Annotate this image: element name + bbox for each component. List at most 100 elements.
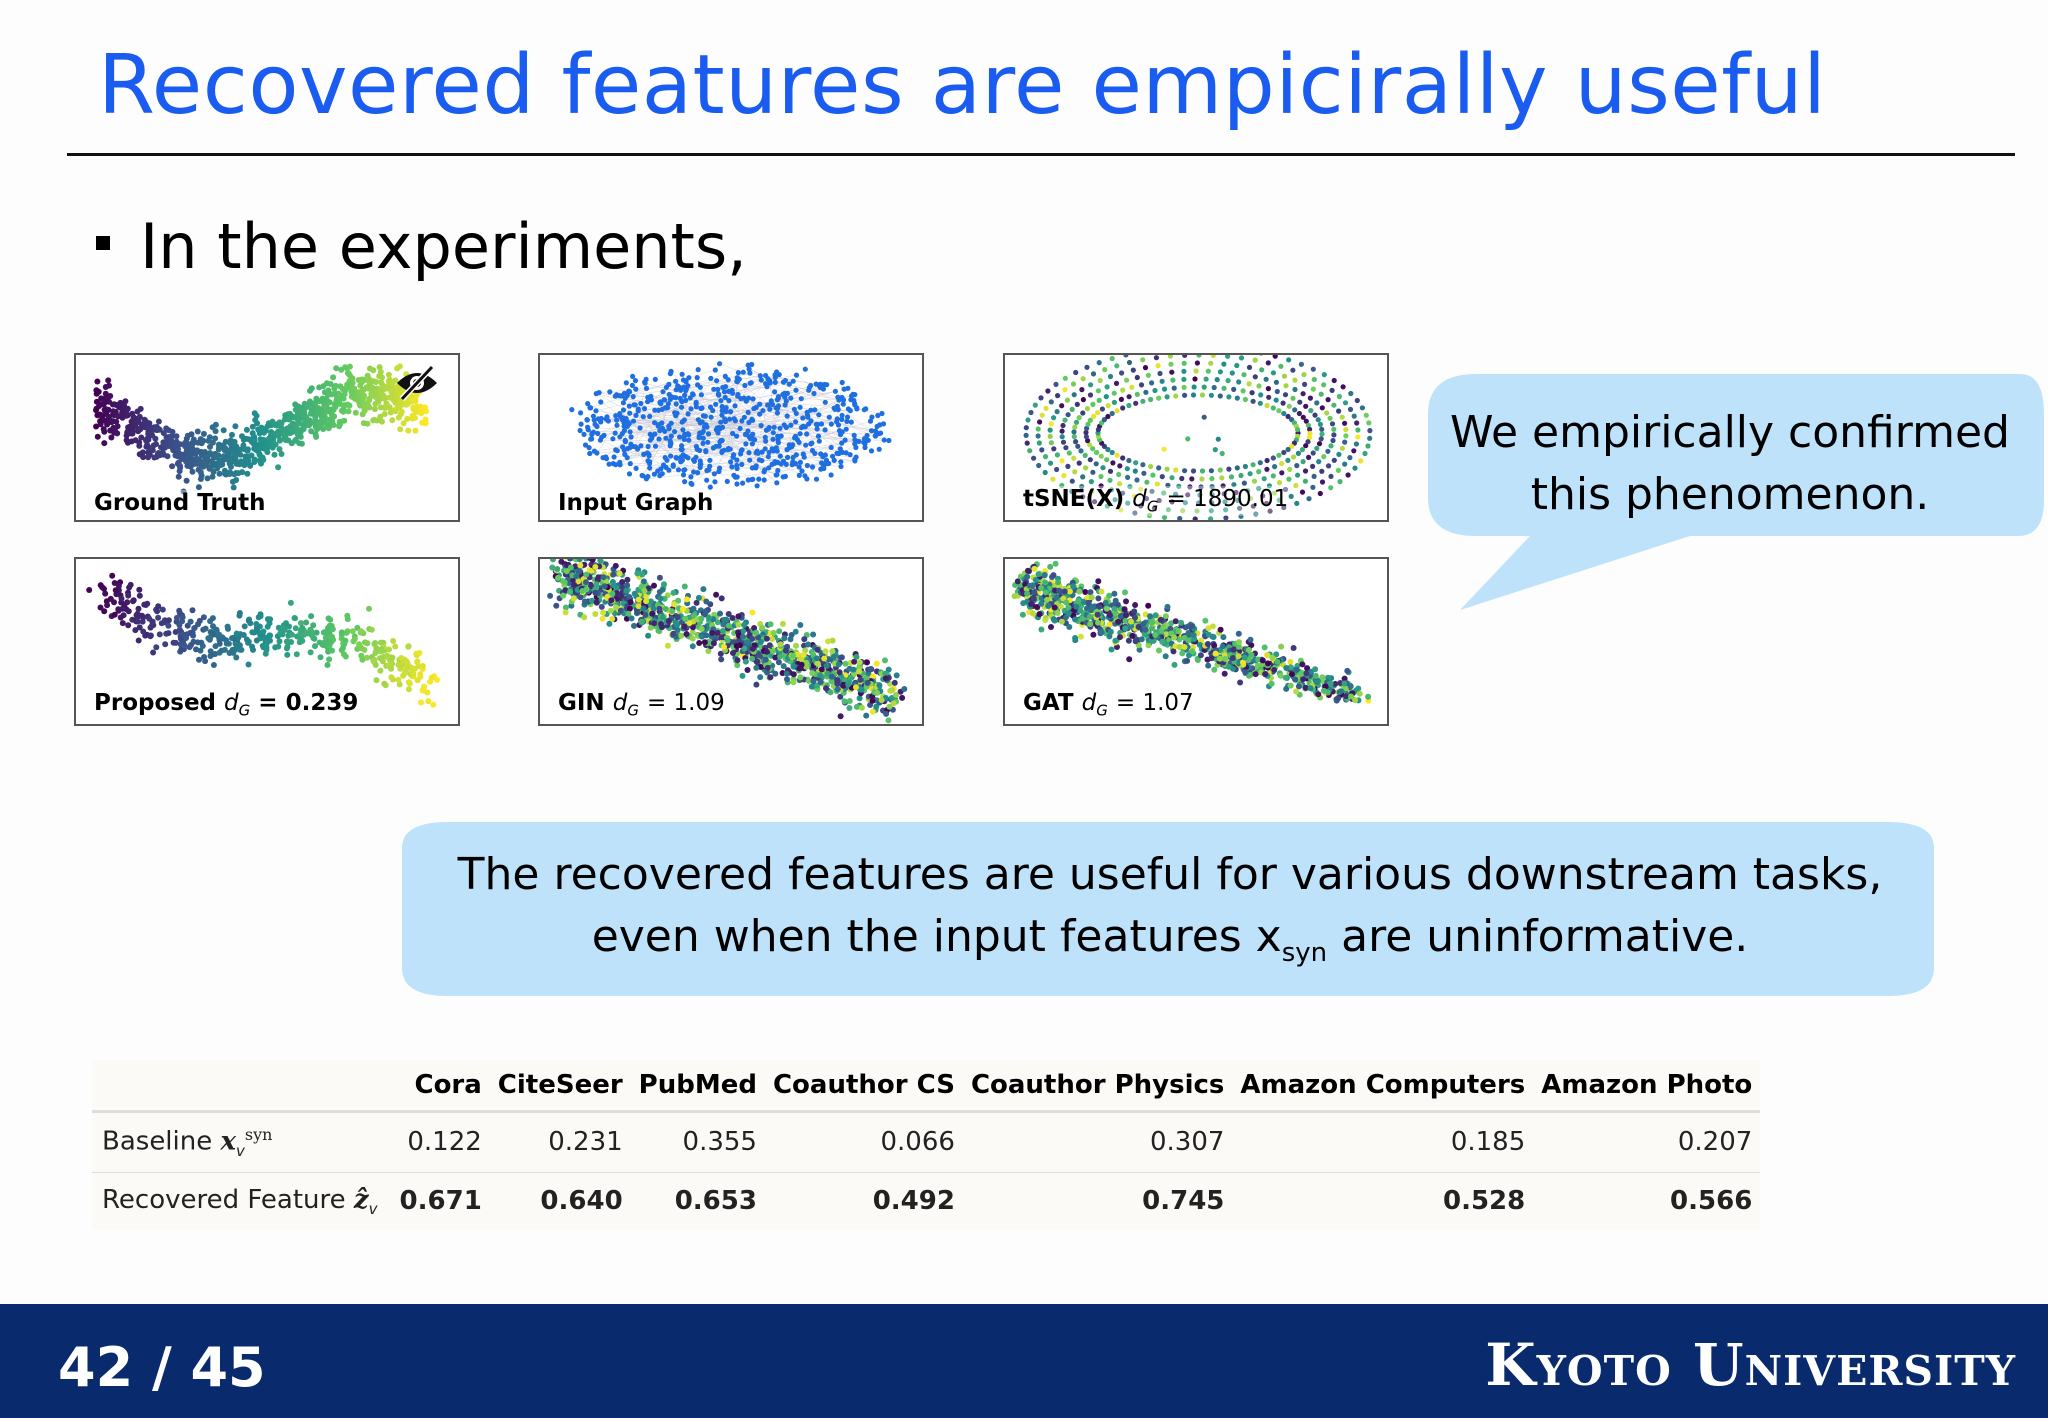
scatter-point <box>746 419 752 426</box>
scatter-point <box>1151 505 1158 511</box>
scatter-point <box>627 445 633 451</box>
scatter-point <box>669 608 676 615</box>
scatter-point <box>673 401 679 407</box>
scatter-point <box>1080 397 1086 403</box>
scatter-point <box>1294 463 1300 469</box>
scatter-point <box>136 624 143 631</box>
graph-edge <box>856 408 883 414</box>
scatter-point <box>1312 666 1319 673</box>
scatter-point <box>675 467 682 473</box>
scatter-point <box>1265 386 1271 392</box>
scatter-point <box>210 468 217 475</box>
scatter-point <box>1070 583 1077 590</box>
scatter-point <box>635 603 642 610</box>
scatter-point <box>705 439 711 445</box>
scatter-point <box>1084 406 1090 412</box>
scatter-point <box>893 672 900 679</box>
scatter-point <box>829 648 836 655</box>
scatter-point <box>1096 397 1102 403</box>
scatter-point <box>1171 385 1177 391</box>
scatter-point <box>1242 669 1249 676</box>
scatter-point <box>561 579 568 586</box>
scatter-point <box>647 624 654 631</box>
scatter-point <box>1201 414 1207 420</box>
scatter-point <box>622 437 628 443</box>
scatter-point <box>607 389 613 395</box>
scatter-point <box>796 472 802 478</box>
scatter-point <box>1156 497 1162 504</box>
scatter-point <box>746 450 752 456</box>
scatter-point <box>1038 600 1045 607</box>
scatter-point <box>673 378 679 384</box>
scatter-point <box>1272 355 1278 359</box>
scatter-point <box>1095 619 1101 626</box>
scatter-point <box>1075 443 1081 449</box>
scatter-point <box>1039 447 1045 453</box>
scatter-point <box>749 416 755 422</box>
scatter-point <box>766 465 772 471</box>
scatter-point <box>1031 565 1038 572</box>
scatter-point <box>613 590 620 596</box>
scatter-point <box>1122 589 1128 596</box>
scatter-point <box>156 631 163 638</box>
scatter-point <box>1148 463 1154 470</box>
scatter-point <box>1090 469 1096 475</box>
scatter-point <box>1219 643 1226 650</box>
scatter-point <box>748 380 754 386</box>
scatter-point <box>326 656 333 663</box>
scatter-point <box>750 396 756 402</box>
scatter-point <box>1204 641 1211 647</box>
scatter-point <box>719 412 725 418</box>
scatter-point <box>1353 441 1359 447</box>
scatter-point <box>1242 396 1248 403</box>
scatter-point <box>630 418 637 424</box>
scatter-point <box>1358 458 1364 464</box>
table-corner <box>92 1060 392 1113</box>
scatter-point <box>364 372 371 379</box>
scatter-point <box>1310 386 1316 392</box>
scatter-point <box>1335 695 1342 702</box>
scatter-point <box>1173 393 1179 399</box>
scatter-point <box>158 620 165 627</box>
scatter-point <box>1148 625 1155 632</box>
scatter-point <box>137 405 144 412</box>
scatter-point <box>172 629 179 635</box>
scatter-point <box>766 642 773 649</box>
scatter-point <box>1208 655 1215 662</box>
scatter-point <box>1112 637 1119 644</box>
scatter-point <box>603 416 609 422</box>
scatter-point <box>726 388 732 394</box>
scatter-point <box>893 692 899 698</box>
row-label: Baseline xvsyn <box>92 1111 392 1173</box>
scatter-point <box>851 397 857 404</box>
scatter-point <box>275 624 282 631</box>
scatter-point <box>846 698 853 704</box>
scatter-point <box>637 425 643 431</box>
scatter-point <box>1331 402 1337 408</box>
scatter-point <box>828 444 834 451</box>
scatter-point <box>1094 449 1100 456</box>
scatter-point <box>853 444 859 451</box>
scatter-point <box>659 614 666 621</box>
scatter-point <box>607 607 614 614</box>
scatter-point <box>809 440 815 446</box>
scatter-point <box>680 427 686 433</box>
scatter-point <box>656 605 663 612</box>
scatter-point <box>658 621 664 627</box>
scatter-point <box>1120 387 1126 393</box>
scatter-point <box>218 442 225 449</box>
scatter-point <box>1194 360 1200 366</box>
panel-label: GIN dG = 1.09 <box>558 690 725 720</box>
scatter-point <box>405 679 412 686</box>
scatter-point <box>341 391 348 398</box>
scatter-point <box>245 617 252 624</box>
scatter-point <box>129 616 136 623</box>
scatter-point <box>275 643 282 650</box>
scatter-point <box>1324 410 1330 416</box>
scatter-point <box>1347 683 1354 690</box>
scatter-point <box>1246 364 1253 370</box>
scatter-point <box>1036 611 1043 618</box>
scatter-point <box>345 370 352 377</box>
scatter-point <box>707 457 713 463</box>
scatter-point <box>651 471 657 477</box>
